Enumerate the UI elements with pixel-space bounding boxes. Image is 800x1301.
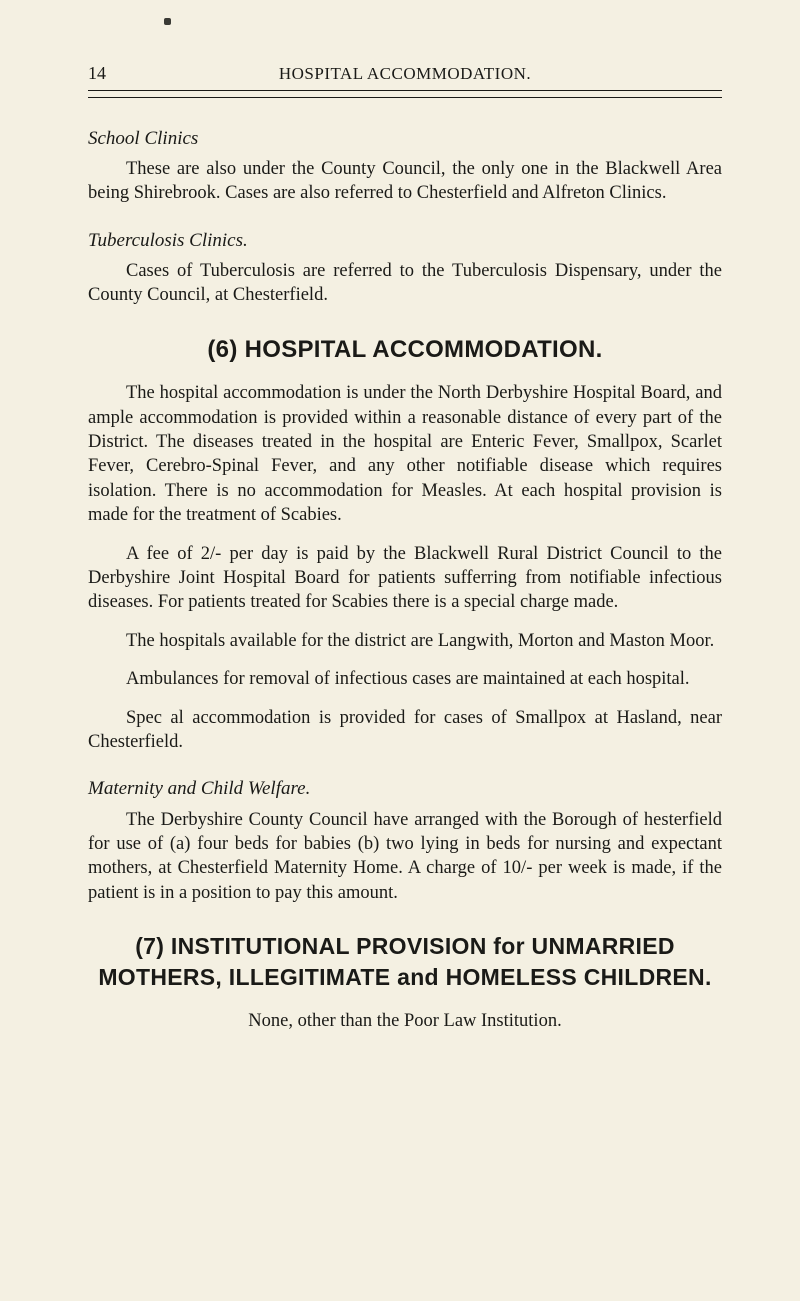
- paragraph: Ambulances for removal of infectious cas…: [88, 667, 722, 691]
- paragraph: The Derbyshire County Council have arran…: [88, 808, 722, 906]
- document-page: 14 HOSPITAL ACCOMMODATION. School Clinic…: [0, 0, 800, 1301]
- running-head: 14 HOSPITAL ACCOMMODATION.: [88, 62, 722, 91]
- section-heading-7-line1: (7) INSTITUTIONAL PROVISION for UNMARRIE…: [88, 931, 722, 962]
- paragraph: The hospitals available for the district…: [88, 629, 722, 653]
- paragraph: None, other than the Poor Law Institutio…: [88, 1009, 722, 1033]
- paragraph: A fee of 2/- per day is paid by the Blac…: [88, 542, 722, 615]
- paragraph: These are also under the County Council,…: [88, 157, 722, 206]
- running-title: HOSPITAL ACCOMMODATION.: [88, 63, 722, 85]
- section-heading-6: (6) HOSPITAL ACCOMMODATION.: [88, 334, 722, 366]
- subheading-school-clinics: School Clinics: [88, 126, 722, 151]
- header-rule: [88, 97, 722, 98]
- paragraph: Cases of Tuberculosis are referred to th…: [88, 259, 722, 308]
- subheading-maternity: Maternity and Child Welfare.: [88, 776, 722, 801]
- paragraph: The hospital accommodation is under the …: [88, 381, 722, 527]
- print-speck: [164, 18, 171, 25]
- section-heading-7-line2: MOTHERS, ILLEGITIMATE and HOMELESS CHILD…: [88, 962, 722, 993]
- section-heading-7: (7) INSTITUTIONAL PROVISION for UNMARRIE…: [88, 931, 722, 993]
- subheading-tuberculosis-clinics: Tuberculosis Clinics.: [88, 228, 722, 253]
- paragraph: Spec al accommodation is provided for ca…: [88, 706, 722, 755]
